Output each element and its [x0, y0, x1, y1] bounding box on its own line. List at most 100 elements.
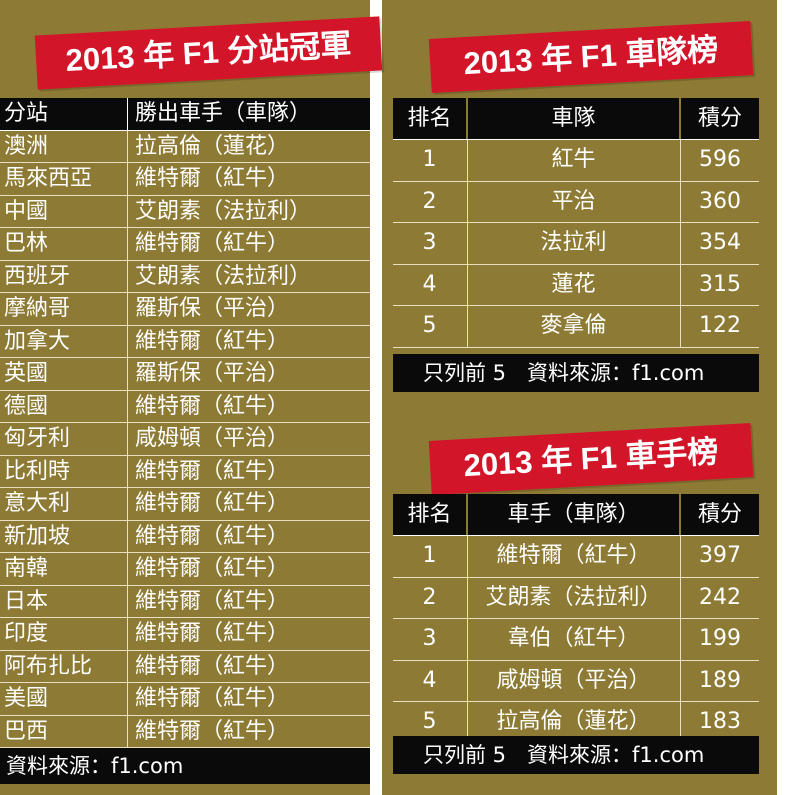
table-row: 5 麥拿倫 122 [393, 306, 759, 348]
column-divider [467, 660, 468, 702]
race-name: 比利時 [4, 458, 71, 484]
table-row: 西班牙 艾朗素（法拉利） [0, 260, 370, 293]
table-row: 馬來西亞 維特爾（紅牛） [0, 163, 370, 196]
column-divider [467, 619, 468, 660]
rank-cell: 2 [422, 584, 437, 610]
table-row: 匈牙利 咸姆頓（平治） [0, 423, 370, 456]
column-divider [127, 390, 128, 422]
table-row: 5 拉高倫（蓮花） 183 [393, 702, 759, 744]
race-name: 英國 [4, 361, 49, 386]
table-row: 新加坡 維特爾（紅牛） [0, 520, 370, 553]
race-name: 馬來西亞 [4, 166, 93, 191]
column-divider [127, 715, 128, 747]
column-divider [680, 702, 681, 743]
column-divider [680, 577, 681, 619]
column-divider [127, 585, 128, 617]
race-name: 日本 [4, 588, 49, 614]
race-name: 美國 [4, 686, 49, 711]
column-divider [127, 163, 128, 195]
driver-cell: 艾朗素（法拉利） [485, 584, 662, 610]
header-rank: 排名 [393, 98, 466, 139]
winner-name: 維特爾（紅牛） [135, 393, 290, 419]
winner-name: 維特爾（紅牛） [135, 718, 290, 744]
drivers-rows: 1 維特爾（紅牛） 397 2 艾朗素（法拉利） 242 3 韋伯（紅牛） 199 4 咸姆頓（平治… [393, 536, 759, 744]
table-row: 日本 維特爾（紅牛） [0, 585, 370, 618]
constructors-table: 排名 車隊 積分 1 紅牛 596 2 平治 360 3 法拉利 354 4 蓮花 315 5 麥拿倫 12… [393, 98, 759, 348]
team-cell: 法拉利 [540, 230, 607, 256]
column-divider [127, 423, 128, 455]
race-name: 加拿大 [4, 328, 71, 354]
winner-name: 維特爾（紅牛） [135, 328, 290, 354]
points-cell: 360 [699, 188, 741, 214]
table-row: 1 維特爾（紅牛） 397 [393, 536, 759, 578]
column-divider [127, 618, 128, 650]
column-divider [467, 223, 468, 264]
winner-name: 羅斯保（平治） [135, 296, 290, 321]
winner-name: 維特爾（紅牛） [135, 686, 290, 711]
points-cell: 122 [699, 313, 741, 339]
table-row: 德國 維特爾（紅牛） [0, 390, 370, 423]
table-row: 2 平治 360 [393, 181, 759, 224]
driver-cell: 拉高倫（蓮花） [496, 709, 651, 735]
column-divider [127, 98, 128, 130]
winner-name: 艾朗素（法拉利） [135, 198, 312, 224]
column-divider [680, 181, 681, 223]
winner-name: 維特爾（紅牛） [135, 231, 290, 256]
column-divider [680, 536, 681, 577]
points-cell: 199 [699, 626, 741, 652]
column-divider [127, 520, 128, 552]
points-cell: 596 [699, 147, 741, 172]
race-name: 南韓 [4, 556, 49, 581]
header-points: 積分 [681, 98, 759, 139]
column-divider [680, 619, 681, 660]
column-divider [467, 577, 468, 619]
winner-name: 維特爾（紅牛） [135, 621, 290, 646]
winner-name: 維特爾（紅牛） [135, 523, 290, 549]
rank-cell: 3 [422, 230, 437, 256]
header-team: 車隊 [468, 98, 679, 139]
header-points: 積分 [681, 494, 759, 535]
column-divider [127, 650, 128, 682]
race-name: 巴西 [4, 718, 49, 744]
race-name: 新加坡 [4, 523, 71, 549]
table-row: 澳洲 拉高倫（蓮花） [0, 130, 370, 163]
column-divider [127, 488, 128, 520]
race-name: 西班牙 [4, 263, 71, 289]
race-name: 意大利 [4, 491, 71, 516]
column-divider [467, 536, 468, 577]
column-divider [127, 683, 128, 715]
winner-name: 維特爾（紅牛） [135, 491, 290, 516]
rank-cell: 5 [422, 709, 437, 735]
team-cell: 紅牛 [551, 147, 596, 172]
column-divider [127, 293, 128, 325]
column-divider [467, 140, 468, 181]
table-row: 3 韋伯（紅牛） 199 [393, 619, 759, 661]
table-row: 巴林 維特爾（紅牛） [0, 228, 370, 261]
points-cell: 354 [699, 230, 741, 256]
race-name: 中國 [4, 198, 49, 224]
points-cell: 183 [699, 709, 741, 735]
driver-cell: 咸姆頓（平治） [496, 667, 651, 693]
table-row: 比利時 維特爾（紅牛） [0, 455, 370, 488]
drivers-table: 排名 車手（車隊） 積分 1 維特爾（紅牛） 397 2 艾朗素（法拉利） 242 3 韋伯（… [393, 494, 759, 744]
winner-name: 艾朗素（法拉利） [135, 263, 312, 289]
column-divider [127, 260, 128, 292]
race-winners-source: 資料來源：f1.com [0, 748, 370, 784]
winner-name: 維特爾（紅牛） [135, 166, 290, 191]
column-divider [127, 130, 128, 162]
table-row: 阿布扎比 維特爾（紅牛） [0, 650, 370, 683]
winner-name: 維特爾（紅牛） [135, 556, 290, 581]
race-name: 匈牙利 [4, 426, 71, 451]
column-divider [680, 223, 681, 264]
points-cell: 189 [699, 667, 741, 693]
column-divider [680, 660, 681, 702]
column-divider [127, 553, 128, 585]
race-name: 巴林 [4, 231, 49, 256]
column-divider [467, 264, 468, 306]
table-row: 摩納哥 羅斯保（平治） [0, 293, 370, 326]
column-divider [467, 181, 468, 223]
winner-name: 羅斯保（平治） [135, 361, 290, 386]
points-cell: 397 [699, 543, 741, 568]
winner-name: 維特爾（紅牛） [135, 588, 290, 614]
race-name: 澳洲 [4, 133, 49, 159]
